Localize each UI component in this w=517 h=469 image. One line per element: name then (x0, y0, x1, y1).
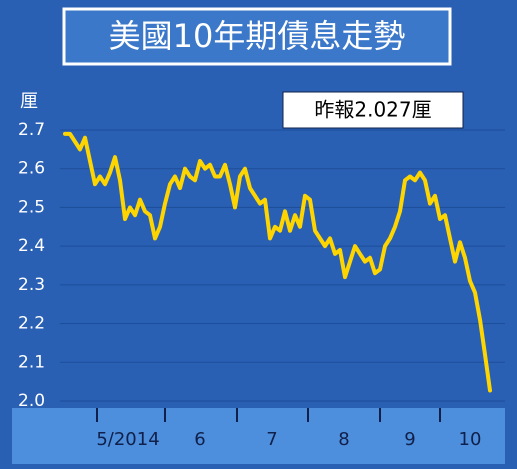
title-box (62, 7, 452, 66)
month-boundaries (96, 408, 441, 422)
line (63, 131, 492, 393)
annotation: 昨報2.027厘 (314, 98, 431, 122)
x-tick-label: 6 (194, 429, 205, 450)
x-tick-label: 10 (459, 429, 482, 450)
y-tick-label: 2.7 (18, 120, 45, 140)
y-tick-label: 2.4 (18, 236, 45, 256)
x-tick-label: 9 (404, 429, 415, 450)
y-tick-label: 2.2 (18, 314, 45, 334)
x-tick-label: 7 (266, 429, 277, 450)
annotation-box (282, 91, 464, 129)
y-tick-label: 2.5 (18, 197, 45, 217)
x-tick-label: 5/2014 (96, 429, 159, 450)
y-unit: 厘 (20, 91, 38, 112)
x-axis-band (12, 408, 505, 464)
y-tick-label: 2.0 (18, 391, 45, 411)
y-tick-label: 2.6 (18, 159, 45, 179)
y-tick-label: 2.3 (18, 275, 45, 295)
x-tick-label: 8 (338, 429, 349, 450)
y-tick-label: 2.1 (18, 352, 45, 372)
chart-title: 美國10年期債息走勢 (109, 17, 406, 55)
